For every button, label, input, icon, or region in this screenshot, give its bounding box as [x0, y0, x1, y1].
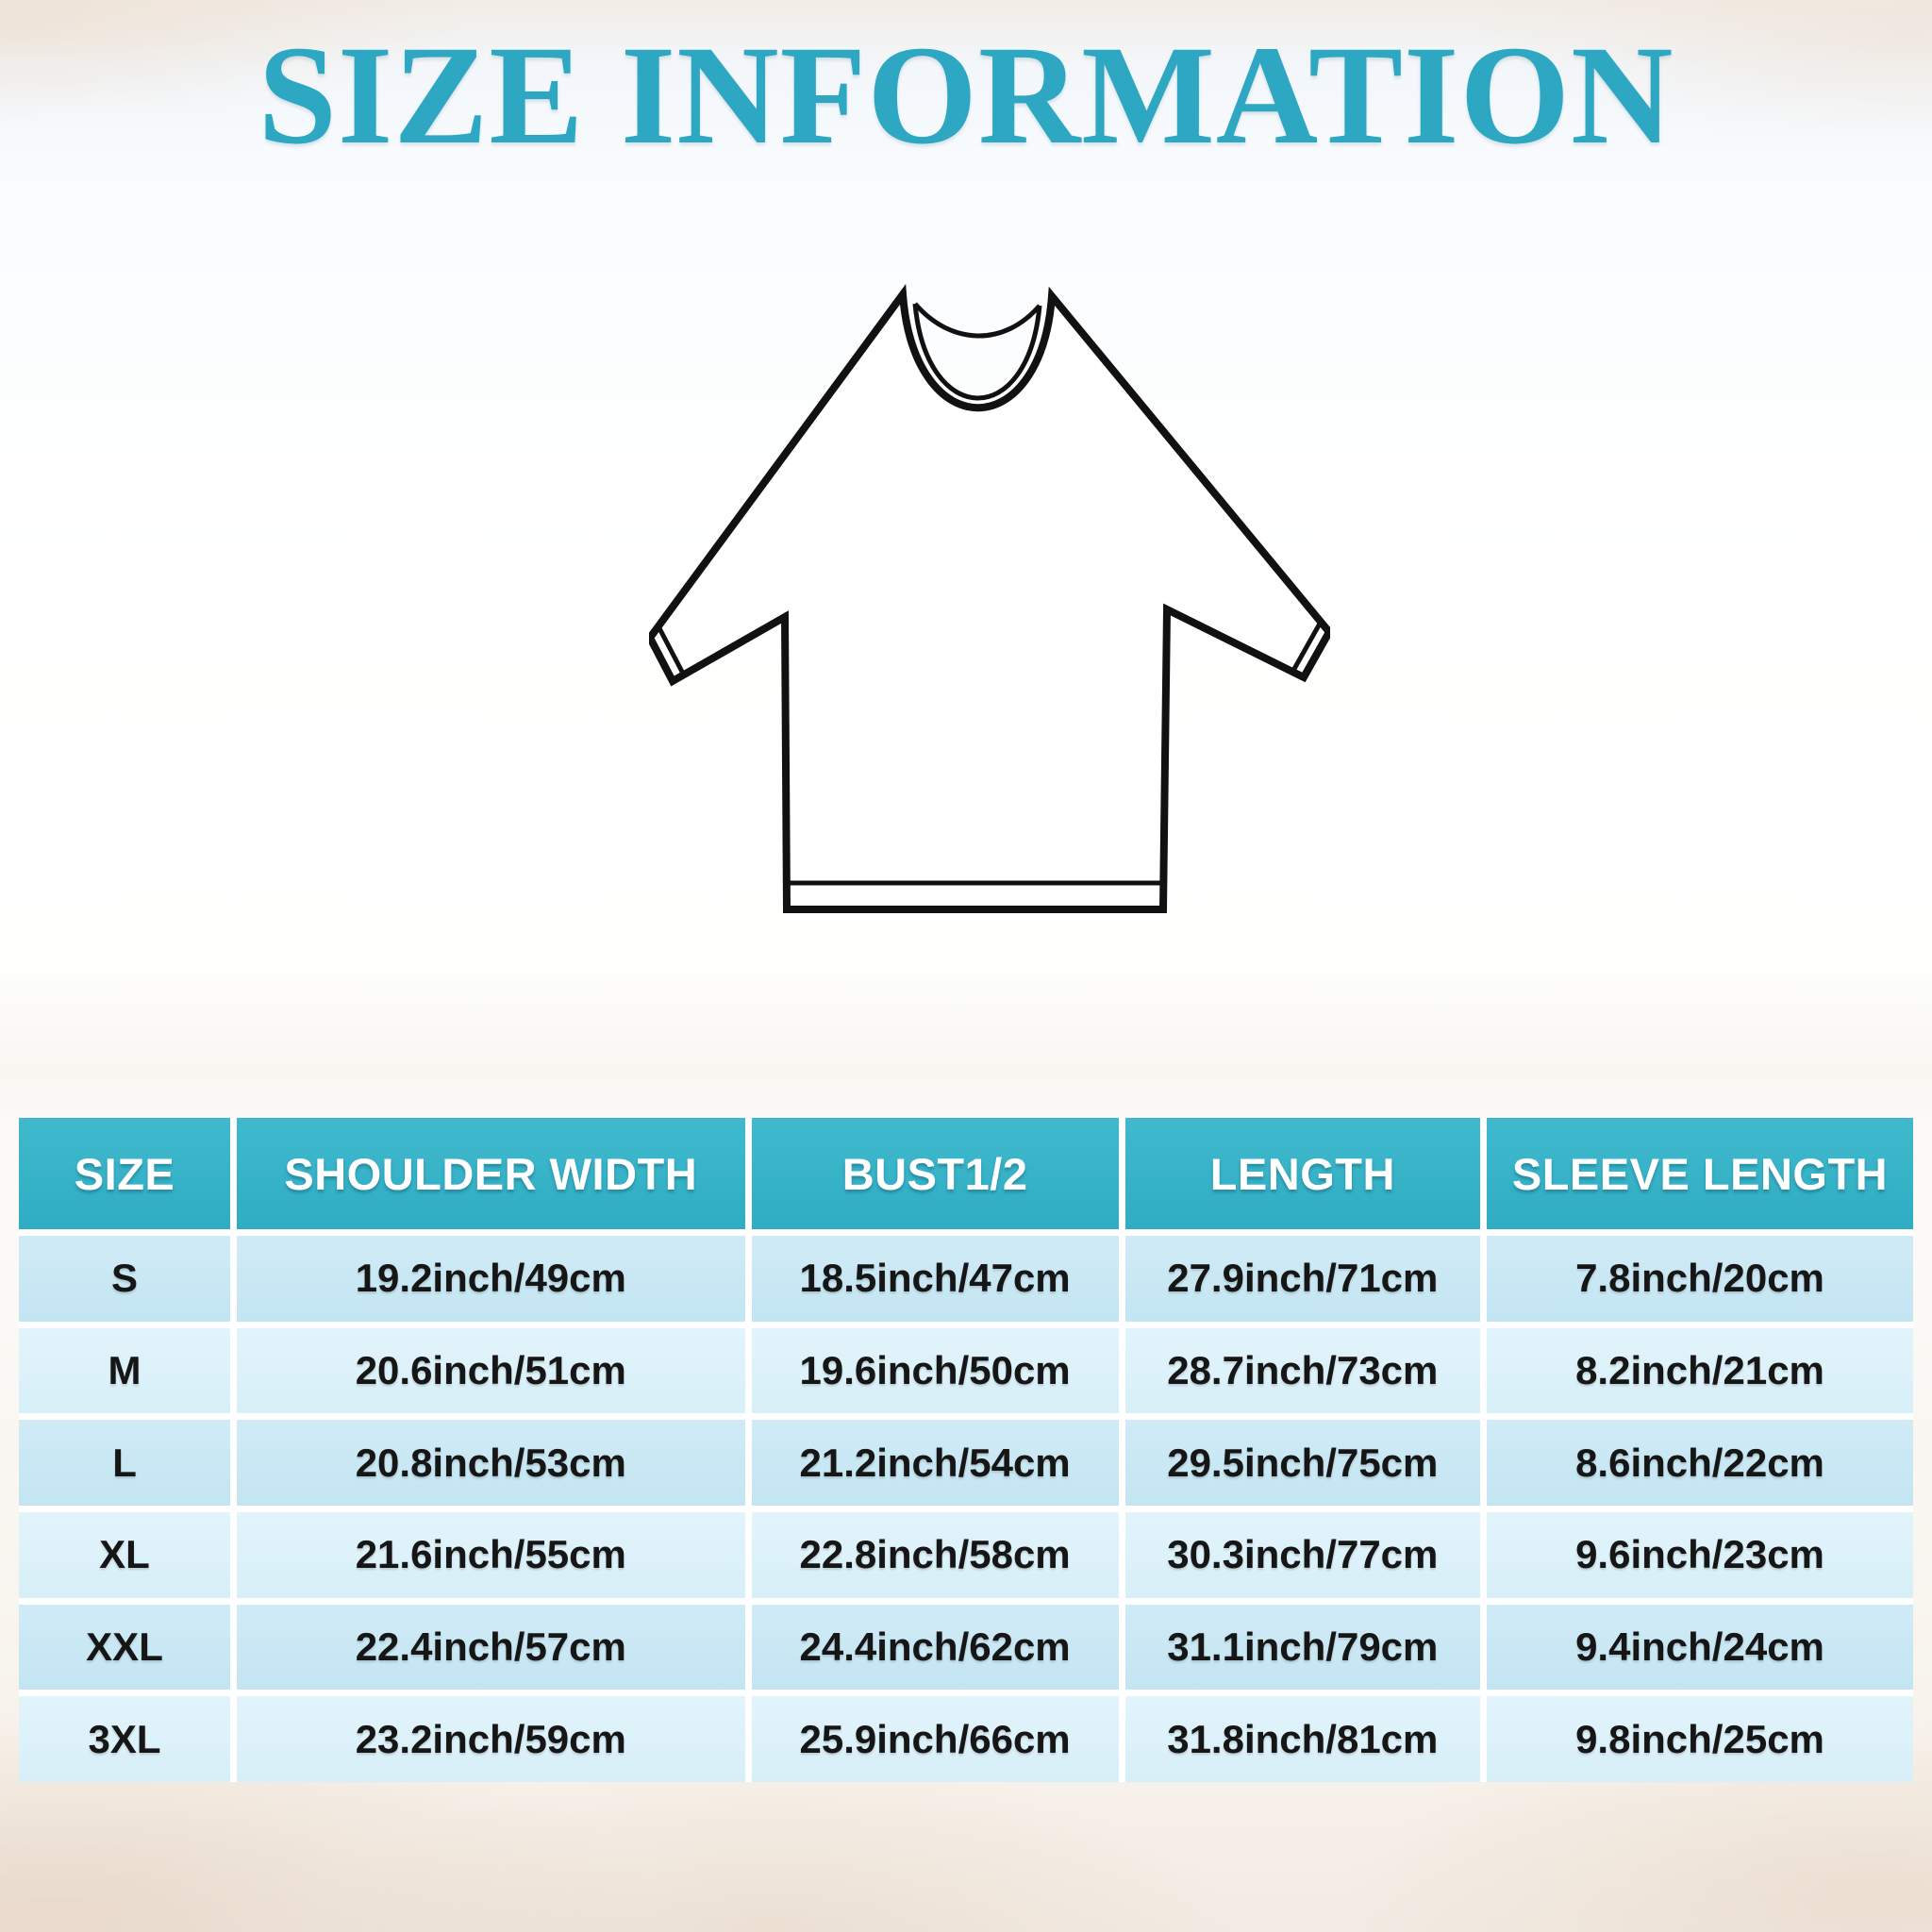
measurement-cell: 21.6inch/55cm	[237, 1511, 745, 1598]
size-cell: XL	[19, 1511, 231, 1598]
measurement-cell: 30.3inch/77cm	[1124, 1511, 1480, 1598]
measurement-cell: 28.7inch/73cm	[1124, 1327, 1480, 1414]
measurement-cell: 19.2inch/49cm	[237, 1236, 745, 1322]
measurement-cell: 22.4inch/57cm	[237, 1604, 745, 1690]
size-chart-table: SIZE SHOULDER WIDTH BUST1/2 LENGTH SLEEV…	[19, 1118, 1913, 1782]
measurement-cell: 23.2inch/59cm	[237, 1696, 745, 1782]
header-cell-size: SIZE	[19, 1118, 231, 1229]
measurement-cell: 9.4inch/24cm	[1486, 1604, 1913, 1690]
measurement-cell: 8.6inch/22cm	[1486, 1420, 1913, 1506]
measurement-cell: 22.8inch/58cm	[751, 1511, 1119, 1598]
measurement-cell: 31.1inch/79cm	[1124, 1604, 1480, 1690]
measurement-cell: 27.9inch/71cm	[1124, 1236, 1480, 1322]
size-cell: S	[19, 1236, 231, 1322]
measurement-cell: 7.8inch/20cm	[1486, 1236, 1913, 1322]
size-cell: M	[19, 1327, 231, 1414]
header-cell-bust: BUST1/2	[751, 1118, 1119, 1229]
measurement-cell: 9.6inch/23cm	[1486, 1511, 1913, 1598]
measurement-cell: 20.8inch/53cm	[237, 1420, 745, 1506]
size-cell: 3XL	[19, 1696, 231, 1782]
measurement-cell: 8.2inch/21cm	[1486, 1327, 1913, 1414]
measurement-cell: 31.8inch/81cm	[1124, 1696, 1480, 1782]
header-cell-shoulder-width: SHOULDER WIDTH	[237, 1118, 745, 1229]
size-cell: XXL	[19, 1604, 231, 1690]
measurement-cell: 24.4inch/62cm	[751, 1604, 1119, 1690]
measurement-cell: 19.6inch/50cm	[751, 1327, 1119, 1414]
measurement-cell: 18.5inch/47cm	[751, 1236, 1119, 1322]
measurement-cell: 21.2inch/54cm	[751, 1420, 1119, 1506]
measurement-cell: 25.9inch/66cm	[751, 1696, 1119, 1782]
page-title: SIZE INFORMATION	[258, 17, 1674, 174]
header-cell-length: LENGTH	[1124, 1118, 1480, 1229]
measurement-cell: 20.6inch/51cm	[237, 1327, 745, 1414]
header-cell-sleeve-length: SLEEVE LENGTH	[1486, 1118, 1913, 1229]
measurement-cell: 29.5inch/75cm	[1124, 1420, 1480, 1506]
size-cell: L	[19, 1420, 231, 1506]
measurement-cell: 9.8inch/25cm	[1486, 1696, 1913, 1782]
tshirt-outline-icon	[645, 272, 1334, 923]
